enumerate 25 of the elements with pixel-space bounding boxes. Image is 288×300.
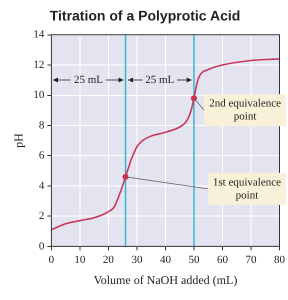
x-axis-title: Volume of NaOH added (mL)	[94, 272, 238, 287]
x-tick-label: 20	[102, 254, 114, 266]
x-tick-label: 50	[188, 254, 200, 266]
y-tick-label: 10	[33, 89, 45, 102]
x-tick-label: 40	[160, 254, 172, 266]
x-tick-label: 70	[245, 254, 257, 266]
chart-title: Titration of a Polyprotic Acid	[50, 7, 240, 24]
x-tick-label: 80	[274, 254, 286, 266]
x-tick-label: 0	[48, 254, 55, 266]
x-tick-label: 60	[216, 254, 228, 266]
y-tick-label: 14	[33, 28, 45, 41]
y-tick-label: 2	[38, 210, 44, 222]
y-tick-label: 4	[38, 180, 45, 192]
y-axis-title: pH	[11, 132, 26, 148]
y-tick-label: 12	[33, 58, 44, 71]
annotation: 2nd equivalence point	[209, 98, 282, 123]
annotation: 25 mL	[145, 74, 175, 86]
annotation: 1st equivalence point	[212, 176, 282, 202]
line-series	[51, 58, 280, 231]
x-tick-label: 30	[131, 254, 143, 266]
y-tick-label: 6	[38, 150, 45, 162]
y-tick-label: 0	[38, 240, 45, 252]
y-tick-label: 8	[38, 119, 45, 132]
annotation: 25 mL	[74, 74, 104, 86]
x-tick-label: 10	[74, 254, 86, 266]
